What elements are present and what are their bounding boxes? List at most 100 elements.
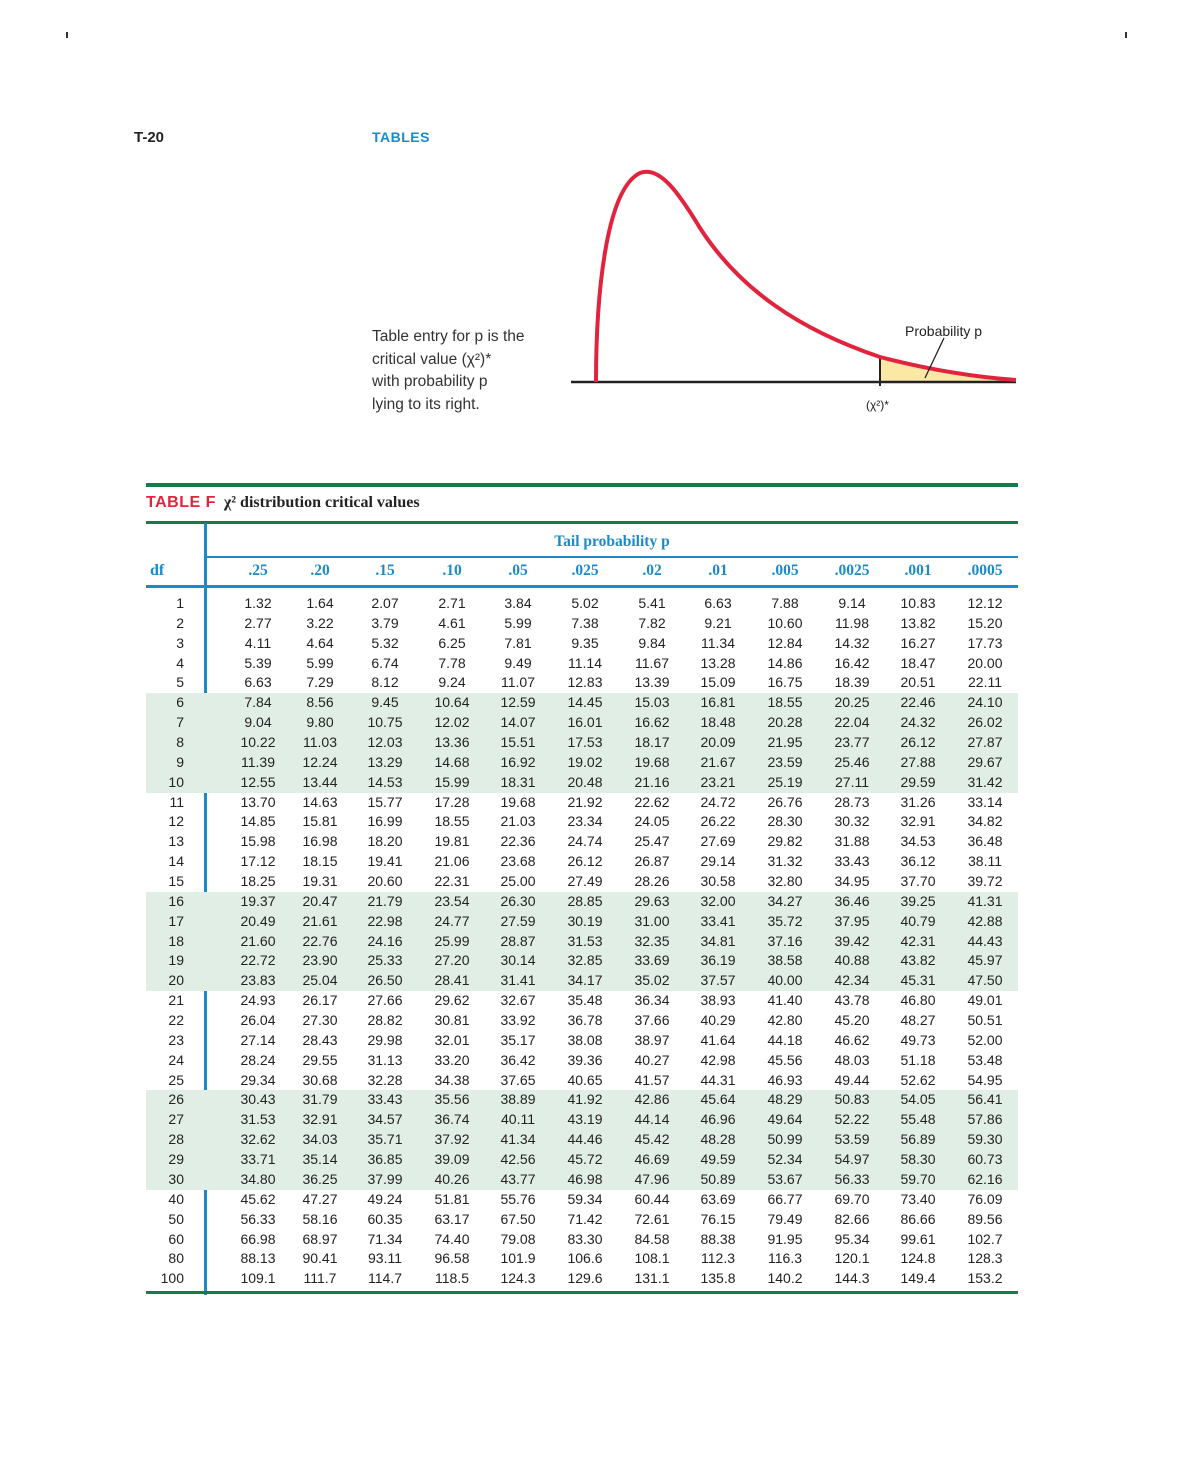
critical-value-cell: 44.43: [967, 932, 1003, 949]
table-row: 29 33.71 35.14 36.85 39.09 42.56 45.72 46.69 49.…: [146, 1150, 1018, 1170]
critical-value-cell: 40.29: [700, 1012, 736, 1029]
critical-value-cell: 53.67: [767, 1170, 803, 1187]
critical-value-cell: 28.87: [500, 932, 536, 949]
critical-value-cell: 22.76: [302, 932, 338, 949]
df-cell: 15: [168, 873, 184, 890]
critical-value-cell: 42.34: [834, 972, 870, 989]
critical-value-cell: 40.11: [501, 1111, 535, 1128]
critical-value-cell: 29.55: [302, 1051, 338, 1068]
critical-value-cell: 27.69: [700, 833, 736, 850]
critical-value-cell: 21.61: [302, 912, 338, 929]
critical-value-cell: 53.48: [967, 1051, 1003, 1068]
critical-value-cell: 73.40: [900, 1190, 936, 1207]
critical-value-cell: 17.28: [434, 793, 470, 810]
critical-value-cell: 25.19: [767, 773, 803, 790]
critical-value-cell: 54.95: [967, 1071, 1003, 1088]
critical-value-cell: 91.95: [767, 1230, 803, 1247]
critical-value-cell: 51.81: [434, 1190, 470, 1207]
header-bottom-rule: [146, 585, 1018, 588]
df-cell: 26: [168, 1091, 184, 1108]
table-row: 2 2.77 3.22 3.79 4.61 5.99 7.38 7.82 9.21 10.60 11…: [146, 614, 1018, 634]
critical-value-cell: 10.83: [900, 595, 936, 611]
critical-value-cell: 19.37: [240, 892, 276, 909]
critical-value-cell: 46.69: [634, 1151, 670, 1168]
table-row: 1 1.32 1.64 2.07 2.71 3.84 5.02 5.41 6.63 7.88 9.1…: [146, 594, 1018, 614]
critical-value-cell: 36.12: [900, 853, 936, 870]
critical-value-cell: 6.25: [438, 634, 466, 651]
critical-value-cell: 16.92: [500, 753, 536, 770]
critical-value-cell: 8.12: [371, 674, 399, 691]
table-row: 100 109.1 111.7 114.7 118.5 124.3 129.6 131.1 13…: [146, 1269, 1018, 1289]
critical-value-cell: 36.78: [567, 1012, 603, 1029]
critical-value-cell: 11.34: [701, 634, 735, 651]
table-row: 15 18.25 19.31 20.60 22.31 25.00 27.49 28.26 30.…: [146, 872, 1018, 892]
critical-value-cell: 108.1: [634, 1250, 670, 1267]
column-header: .25: [248, 562, 268, 579]
table-row: 22 26.04 27.30 28.82 30.81 33.92 36.78 37.66 40.…: [146, 1011, 1018, 1031]
table-row: 17 20.49 21.61 22.98 24.77 27.59 30.19 31.00 33.…: [146, 911, 1018, 932]
critical-value-cell: 7.81: [504, 634, 532, 651]
table-description: χ² distribution critical values: [223, 494, 420, 511]
critical-value-cell: 27.66: [367, 992, 403, 1009]
critical-value-cell: 18.55: [434, 813, 470, 830]
critical-value-cell: 7.84: [244, 694, 272, 711]
critical-value-cell: 23.54: [434, 892, 470, 909]
critical-value-cell: 45.64: [700, 1091, 736, 1108]
critical-value-cell: 46.80: [900, 992, 936, 1009]
critical-value-cell: 33.14: [967, 793, 1003, 810]
critical-value-cell: 35.17: [500, 1031, 536, 1048]
critical-value-cell: 8.56: [306, 694, 334, 711]
critical-value-cell: 10.60: [767, 614, 803, 631]
critical-value-cell: 34.17: [567, 972, 603, 989]
critical-value-cell: 22.36: [500, 833, 536, 850]
critical-value-cell: 118.5: [435, 1270, 469, 1287]
critical-value-cell: 25.00: [500, 873, 536, 890]
critical-value-cell: 9.35: [571, 634, 599, 651]
table-row: 10 12.55 13.44 14.53 15.99 18.31 20.48 21.16 23.…: [146, 772, 1018, 793]
critical-value-cell: 49.64: [767, 1111, 803, 1128]
critical-value-cell: 31.88: [834, 833, 870, 850]
critical-value-cell: 33.69: [634, 952, 670, 969]
table-row: 12 14.85 15.81 16.99 18.55 21.03 23.34 24.05 26.…: [146, 812, 1018, 832]
critical-value-cell: 58.30: [900, 1151, 936, 1168]
df-cell: 5: [176, 674, 184, 691]
critical-value-cell: 37.95: [834, 912, 870, 929]
critical-value-cell: 50.99: [767, 1131, 803, 1148]
critical-value-cell: 16.62: [634, 714, 670, 731]
critical-value-cell: 19.41: [367, 853, 403, 870]
critical-value-cell: 49.01: [967, 992, 1003, 1009]
critical-value-cell: 71.34: [367, 1230, 403, 1247]
critical-value-cell: 29.14: [700, 853, 736, 870]
critical-value-cell: 31.13: [367, 1051, 403, 1068]
critical-value-cell: 42.31: [900, 932, 936, 949]
critical-value-cell: 43.77: [500, 1170, 536, 1187]
df-cell: 23: [168, 1031, 184, 1048]
table-row: 5 6.63 7.29 8.12 9.24 11.07 12.83 13.39 15.09 16.…: [146, 673, 1018, 693]
critical-value-cell: 26.50: [367, 972, 403, 989]
critical-value-cell: 29.82: [767, 833, 803, 850]
critical-value-cell: 7.88: [771, 595, 799, 611]
critical-value-cell: 1.32: [244, 595, 272, 611]
critical-value-cell: 34.03: [302, 1131, 338, 1148]
critical-value-cell: 17.53: [567, 734, 603, 751]
critical-value-cell: 11.67: [635, 654, 669, 671]
critical-value-cell: 20.25: [834, 694, 870, 711]
critical-value-cell: 72.61: [634, 1210, 670, 1227]
critical-value-cell: 23.90: [302, 952, 338, 969]
critical-value-cell: 32.80: [767, 873, 803, 890]
table-row: 3 4.11 4.64 5.32 6.25 7.81 9.35 9.84 11.34 12.84 1…: [146, 634, 1018, 654]
table-row: 30 34.80 36.25 37.99 40.26 43.77 46.98 47.96 50.…: [146, 1169, 1018, 1190]
column-header: .20: [310, 562, 330, 579]
critical-value-cell: 5.99: [306, 654, 334, 671]
critical-value-cell: 31.00: [634, 912, 670, 929]
critical-value-cell: 38.89: [500, 1091, 536, 1108]
df-cell: 8: [176, 734, 184, 751]
critical-value-cell: 27.59: [500, 912, 536, 929]
critical-value-cell: 46.93: [767, 1071, 803, 1088]
critical-value-cell: 86.66: [900, 1210, 936, 1227]
critical-value-cell: 28.82: [367, 1012, 403, 1029]
critical-value-cell: 30.19: [567, 912, 603, 929]
critical-value-cell: 56.41: [967, 1091, 1003, 1108]
critical-value-cell: 16.81: [700, 694, 736, 711]
critical-value-cell: 16.75: [767, 674, 803, 691]
